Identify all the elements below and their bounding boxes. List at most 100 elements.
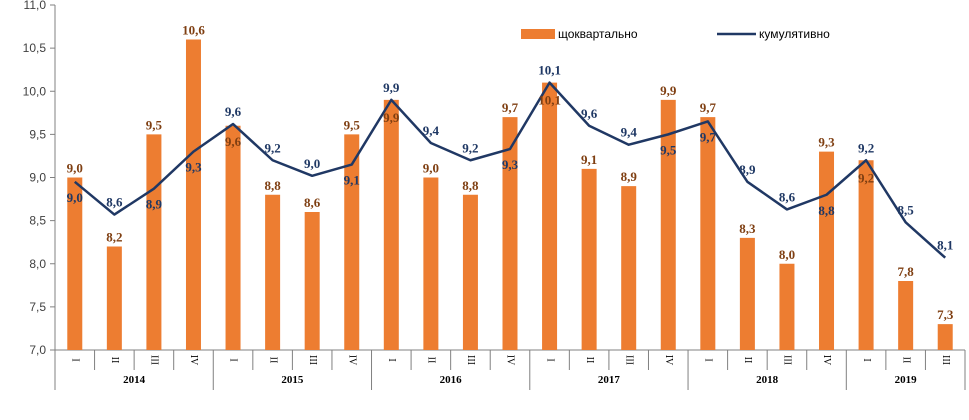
bar (423, 177, 439, 350)
y-tick-label: 9,5 (29, 127, 46, 141)
y-tick-label: 8,0 (29, 257, 46, 271)
bar (700, 117, 716, 350)
bar-value-label: 9,9 (383, 110, 400, 125)
bar (542, 82, 558, 350)
bar (383, 99, 399, 350)
bar (937, 324, 953, 350)
line-value-label: 9,6 (581, 106, 598, 121)
line-value-label: 9,0 (304, 156, 320, 171)
bar (185, 39, 201, 350)
y-tick-label: 9,0 (29, 171, 46, 185)
x-quarter-label: II (109, 357, 120, 364)
bar (779, 263, 795, 350)
line-value-label: 8,9 (739, 162, 756, 177)
bar-value-label: 10,6 (182, 23, 205, 38)
bar-value-label: 8,6 (304, 195, 321, 210)
line-value-label: 9,6 (225, 104, 242, 119)
y-tick-label: 11,0 (24, 0, 47, 12)
line-value-label: 9,2 (264, 140, 280, 155)
x-year-label: 2015 (281, 374, 304, 386)
bar-value-label: 9,0 (67, 161, 83, 176)
legend-swatch-bar (521, 29, 555, 39)
bar (621, 186, 637, 350)
x-quarter-label: II (267, 357, 278, 364)
bar (898, 281, 914, 350)
line-value-label: 9,0 (67, 190, 83, 205)
bar (225, 125, 241, 350)
bar-value-label: 9,2 (858, 170, 874, 185)
x-year-label: 2017 (598, 374, 621, 386)
bars-layer (67, 39, 953, 350)
line-value-label: 10,1 (538, 63, 561, 78)
x-quarter-label: III (149, 355, 160, 365)
x-quarter-label: II (742, 357, 753, 364)
bar (304, 212, 320, 350)
x-quarter-label: IV (663, 355, 674, 366)
bar (660, 99, 676, 350)
bar-value-label: 8,2 (106, 230, 122, 245)
bar-value-label: 8,0 (779, 247, 795, 262)
bar (739, 237, 755, 350)
line-layer (73, 81, 947, 259)
bar-value-label: 8,9 (621, 169, 638, 184)
bar-value-label: 9,0 (423, 161, 439, 176)
x-quarter-label: I (386, 358, 397, 361)
line-value-label: 9,3 (502, 157, 519, 172)
line-value-label: 8,9 (146, 197, 163, 212)
bar (462, 194, 478, 350)
line-value-label: 9,1 (344, 173, 360, 188)
bar-value-label: 8,8 (462, 178, 479, 193)
bar (858, 160, 874, 350)
x-quarter-label: II (584, 357, 595, 364)
line-value-label: 9,5 (660, 142, 677, 157)
line-value-label: 8,1 (937, 238, 953, 253)
x-quarter-label: III (782, 355, 793, 365)
bar (344, 134, 360, 350)
y-tick-label: 8,5 (29, 214, 46, 228)
bar (581, 168, 597, 350)
x-quarter-label: III (940, 355, 951, 365)
bar-value-label: 9,5 (146, 117, 163, 132)
line-value-label: 8,6 (106, 195, 123, 210)
bar-value-label: 9,7 (502, 100, 519, 115)
bar (265, 194, 281, 350)
x-quarter-label: I (69, 358, 80, 361)
cumulative-line (73, 81, 947, 259)
legend-label-bar: щоквартально (558, 27, 638, 41)
bar-value-label: 9,1 (581, 152, 597, 167)
bar-value-label: 10,1 (538, 93, 561, 108)
x-quarter-label: IV (188, 355, 199, 366)
bar (67, 177, 83, 350)
bar-value-label: 7,8 (898, 264, 915, 279)
y-tick-label: 7,0 (29, 343, 46, 357)
bar-value-label: 9,7 (700, 100, 717, 115)
x-year-label: 2019 (895, 374, 918, 386)
bar (819, 151, 835, 350)
bar-value-label: 9,6 (225, 134, 242, 149)
legend: щоквартально кумулятивно (521, 27, 830, 41)
x-year-label: 2018 (756, 374, 779, 386)
x-quarter-label: IV (346, 355, 357, 366)
labels-layer: 9,0 9,0 8,2 8,6 9,5 8,9 10,6 9,3 9,6 9,6 8,8 9,2 8,6… (67, 23, 954, 323)
x-year-label: 2014 (123, 374, 146, 386)
line-value-label: 9,3 (185, 160, 202, 175)
x-quarter-label: I (544, 358, 555, 361)
y-tick-label: 10,0 (23, 84, 47, 98)
line-value-label: 9,2 (462, 140, 478, 155)
bar-value-label: 9,5 (344, 117, 361, 132)
y-tick-label: 7,5 (29, 300, 46, 314)
x-quarter-label: I (861, 358, 872, 361)
y-tick-label: 10,5 (23, 41, 47, 55)
line-value-label: 8,5 (898, 202, 915, 217)
line-value-label: 9,9 (383, 80, 400, 95)
legend-label-line: кумулятивно (759, 27, 830, 41)
bar (502, 117, 518, 350)
x-year-label: 2016 (440, 374, 463, 386)
bar-value-label: 9,9 (660, 83, 677, 98)
bar (146, 134, 162, 350)
x-quarter-label: III (307, 355, 318, 365)
x-quarter-label: III (465, 355, 476, 365)
bar-value-label: 9,3 (818, 135, 835, 150)
line-value-label: 9,4 (621, 125, 638, 140)
line-value-label: 9,7 (700, 129, 717, 144)
